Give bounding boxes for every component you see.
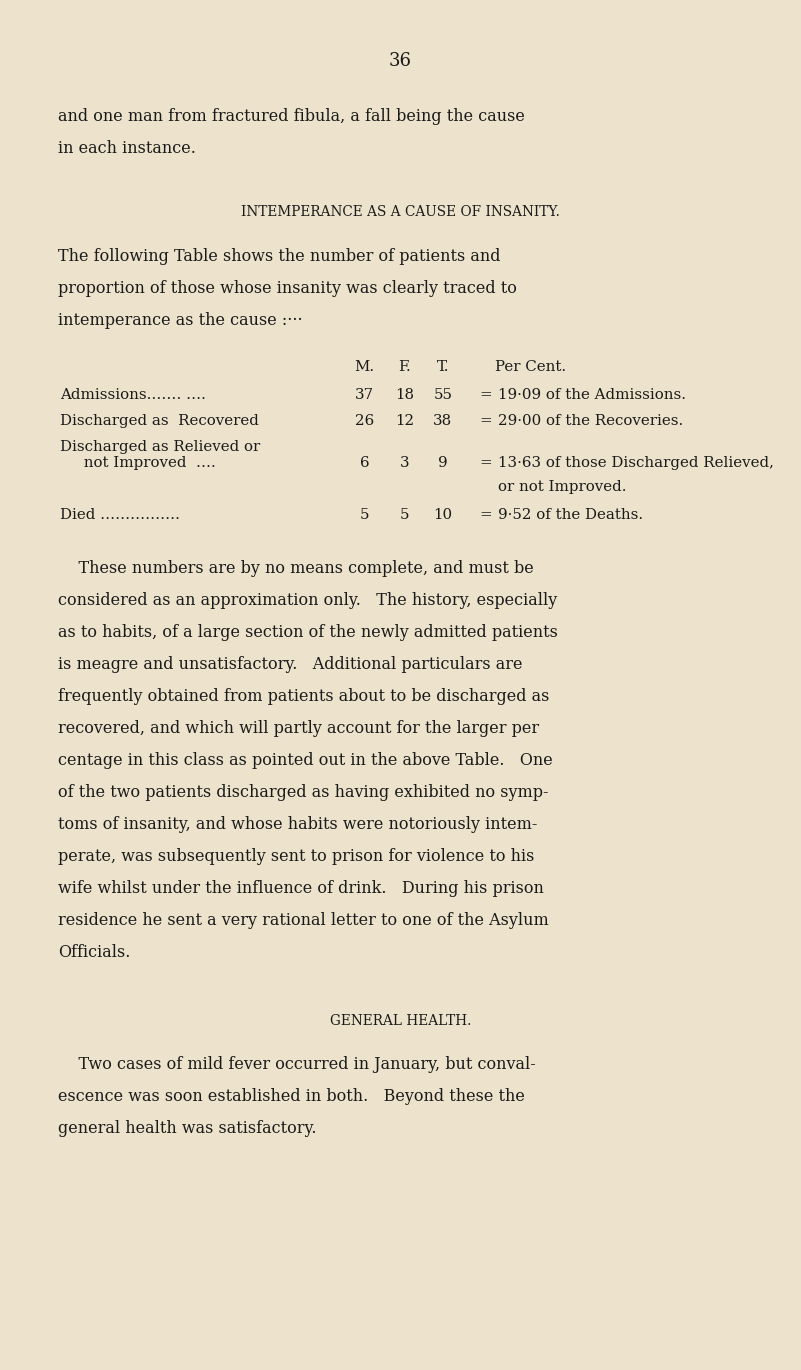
Text: is meagre and unsatisfactory.   Additional particulars are: is meagre and unsatisfactory. Additional… bbox=[58, 656, 522, 673]
Text: escence was soon established in both.   Beyond these the: escence was soon established in both. Be… bbox=[58, 1088, 525, 1106]
Text: 37: 37 bbox=[355, 388, 374, 401]
Text: or not Improved.: or not Improved. bbox=[498, 479, 626, 495]
Text: Officials.: Officials. bbox=[58, 944, 131, 960]
Text: =: = bbox=[479, 388, 492, 401]
Text: 3: 3 bbox=[400, 456, 409, 470]
Text: of the two patients discharged as having exhibited no symp-: of the two patients discharged as having… bbox=[58, 784, 549, 801]
Text: Per Cent.: Per Cent. bbox=[495, 360, 566, 374]
Text: general health was satisfactory.: general health was satisfactory. bbox=[58, 1121, 316, 1137]
Text: These numbers are by no means complete, and must be: These numbers are by no means complete, … bbox=[58, 560, 533, 577]
Text: perate, was subsequently sent to prison for violence to his: perate, was subsequently sent to prison … bbox=[58, 848, 534, 864]
Text: Admissions.…… ….: Admissions.…… …. bbox=[60, 388, 206, 401]
Text: 38: 38 bbox=[433, 414, 453, 427]
Text: and one man from fractured fibula, a fall being the cause: and one man from fractured fibula, a fal… bbox=[58, 108, 525, 125]
Text: =: = bbox=[479, 456, 492, 470]
Text: in each instance.: in each instance. bbox=[58, 140, 196, 158]
Text: toms of insanity, and whose habits were notoriously intem-: toms of insanity, and whose habits were … bbox=[58, 817, 537, 833]
Text: Discharged as  Recovered: Discharged as Recovered bbox=[60, 414, 259, 427]
Text: Died …………….: Died ……………. bbox=[60, 508, 180, 522]
Text: The following Table shows the number of patients and: The following Table shows the number of … bbox=[58, 248, 501, 264]
Text: 55: 55 bbox=[433, 388, 453, 401]
Text: 26: 26 bbox=[355, 414, 374, 427]
Text: 9·52 of the Deaths.: 9·52 of the Deaths. bbox=[498, 508, 643, 522]
Text: 19·09 of the Admissions.: 19·09 of the Admissions. bbox=[498, 388, 686, 401]
Text: not Improved  ….: not Improved …. bbox=[60, 456, 215, 470]
Text: 18: 18 bbox=[395, 388, 414, 401]
Text: 10: 10 bbox=[433, 508, 453, 522]
Text: 5: 5 bbox=[360, 508, 369, 522]
Text: 12: 12 bbox=[395, 414, 414, 427]
Text: centage in this class as pointed out in the above Table.   One: centage in this class as pointed out in … bbox=[58, 752, 553, 769]
Text: =: = bbox=[479, 508, 492, 522]
Text: Discharged as Relieved or: Discharged as Relieved or bbox=[60, 440, 260, 453]
Text: T.: T. bbox=[437, 360, 449, 374]
Text: frequently obtained from patients about to be discharged as: frequently obtained from patients about … bbox=[58, 688, 549, 706]
Text: INTEMPERANCE AS A CAUSE OF INSANITY.: INTEMPERANCE AS A CAUSE OF INSANITY. bbox=[241, 206, 560, 219]
Text: 29·00 of the Recoveries.: 29·00 of the Recoveries. bbox=[498, 414, 683, 427]
Text: GENERAL HEALTH.: GENERAL HEALTH. bbox=[330, 1014, 471, 1028]
Text: residence he sent a very rational letter to one of the Asylum: residence he sent a very rational letter… bbox=[58, 912, 549, 929]
Text: as to habits, of a large section of the newly admitted patients: as to habits, of a large section of the … bbox=[58, 623, 557, 641]
Text: wife whilst under the influence of drink.   During his prison: wife whilst under the influence of drink… bbox=[58, 880, 544, 897]
Text: considered as an approximation only.   The history, especially: considered as an approximation only. The… bbox=[58, 592, 557, 610]
Text: intemperance as the cause :···: intemperance as the cause :··· bbox=[58, 312, 303, 329]
Text: 6: 6 bbox=[360, 456, 369, 470]
Text: F.: F. bbox=[398, 360, 411, 374]
Text: M.: M. bbox=[354, 360, 375, 374]
Text: 5: 5 bbox=[400, 508, 409, 522]
Text: 13·63 of those Discharged Relieved,: 13·63 of those Discharged Relieved, bbox=[498, 456, 774, 470]
Text: 9: 9 bbox=[438, 456, 448, 470]
Text: 36: 36 bbox=[389, 52, 412, 70]
Text: =: = bbox=[479, 414, 492, 427]
Text: proportion of those whose insanity was clearly traced to: proportion of those whose insanity was c… bbox=[58, 279, 517, 297]
Text: recovered, and which will partly account for the larger per: recovered, and which will partly account… bbox=[58, 721, 539, 737]
Text: Two cases of mild fever occurred in January, but conval-: Two cases of mild fever occurred in Janu… bbox=[58, 1056, 536, 1073]
